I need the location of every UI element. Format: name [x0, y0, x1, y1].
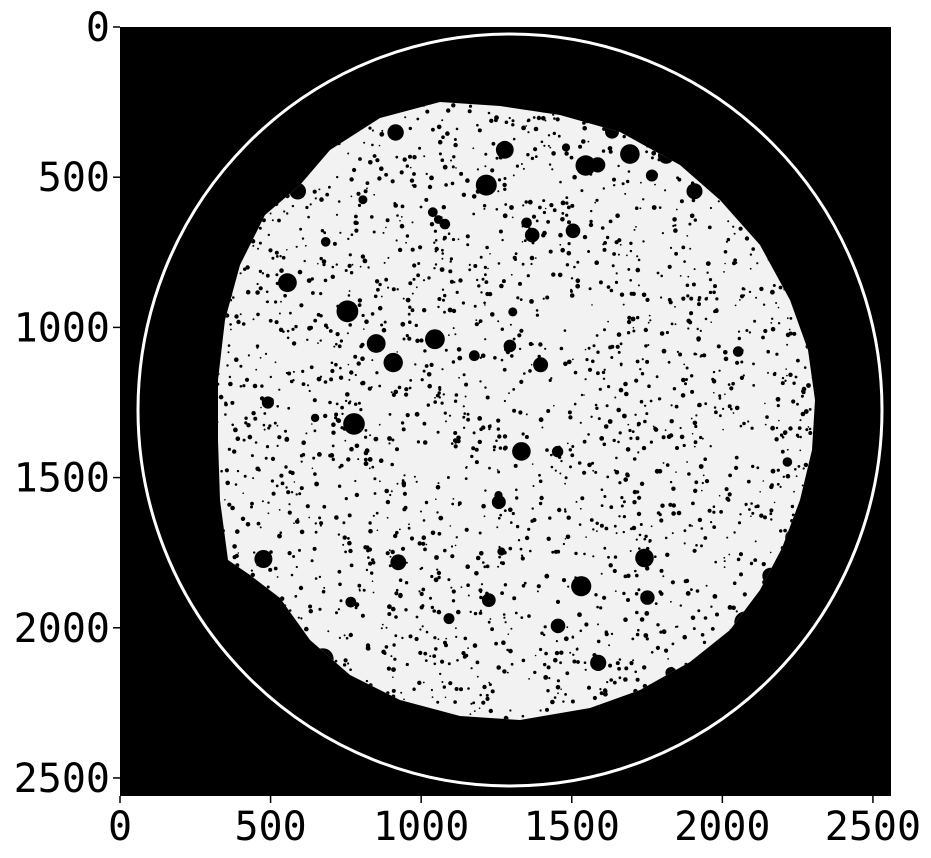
- y-axis: 0 500 1000 1500 2000 2500: [14, 5, 120, 802]
- y-tick-label: 2000: [14, 606, 110, 652]
- container-ring: [136, 32, 884, 788]
- x-tick-label: 0: [108, 804, 132, 850]
- x-tick-label: 1000: [373, 804, 469, 850]
- y-tick-label: 1500: [14, 456, 110, 502]
- y-tick-label: 2500: [14, 756, 110, 802]
- x-tick-label: 2000: [674, 804, 770, 850]
- grain-pack-region: [218, 102, 815, 720]
- y-tick-label: 500: [38, 155, 110, 201]
- x-tick-label: 1500: [524, 804, 620, 850]
- x-axis: 0 500 1000 1500 2000 2500: [108, 796, 921, 850]
- y-tick-label: 1000: [14, 305, 110, 351]
- x-tick-label: 500: [234, 804, 306, 850]
- y-tick-label: 0: [86, 5, 110, 51]
- x-tick-label: 2500: [825, 804, 921, 850]
